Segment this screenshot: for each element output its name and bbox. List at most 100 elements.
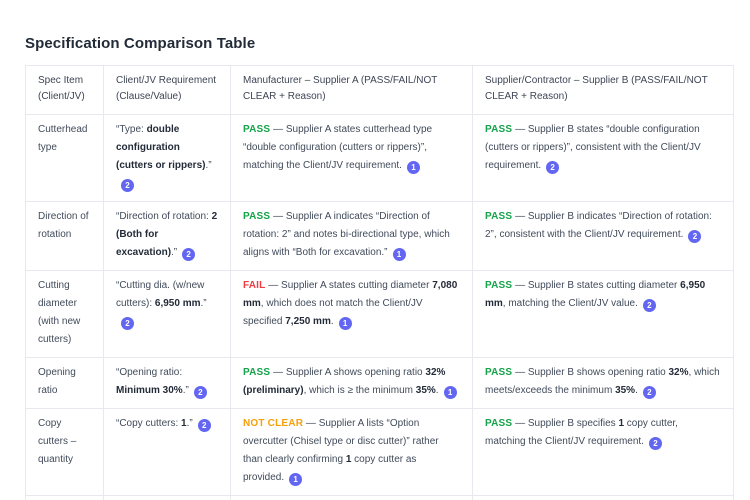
text-segment: Supplier A shows opening ratio: [285, 367, 426, 378]
text-segment: “Cutting dia. (w/new cutters):: [116, 280, 205, 309]
citation-badge[interactable]: 1: [443, 386, 457, 399]
spec-item-cell: Cutting diameter (with new cutters): [25, 270, 104, 358]
status-label: PASS: [243, 124, 271, 135]
spec-item-cell: Direction of rotation: [25, 201, 104, 271]
text-segment: , which meets/exceeds the minimum: [485, 367, 720, 396]
status-label: NOT CLEAR: [243, 418, 304, 429]
status-label: PASS: [243, 367, 271, 378]
emphasized-value: 1: [618, 418, 625, 429]
table-row: Cutterhead type “Type: double configurati…: [25, 114, 734, 202]
text-segment: .: [330, 316, 334, 327]
emphasized-value: 2 (Both for excavation): [116, 211, 218, 258]
text-segment: Supplier A states cutting diameter: [281, 280, 433, 291]
text-segment: Supplier B specifies: [527, 418, 619, 429]
column-header-spec-item: Spec Item (Client/JV): [25, 65, 104, 115]
emphasized-value: 32%: [668, 367, 689, 378]
spec-item-cell: Cutterhead type: [25, 114, 104, 202]
status-label: PASS: [243, 211, 271, 222]
text-segment: .: [635, 385, 638, 396]
requirement-cell: “Copy cutter extension max: 55 mm (on ra…: [103, 495, 231, 500]
status-label: PASS: [485, 418, 513, 429]
citation-badge[interactable]: 1: [289, 473, 303, 486]
text-segment: .”: [205, 160, 212, 171]
supplier-a-cell: FAIL — Supplier A states cutting diamete…: [230, 270, 473, 358]
table-row: Opening ratio “Opening ratio: Minimum 30%…: [25, 357, 734, 409]
text-segment: Supplier B indicates “Direction of rotat…: [485, 211, 712, 240]
citation-badge[interactable]: 2: [688, 230, 702, 243]
supplier-b-cell: PASS — Supplier B states “double configu…: [472, 114, 734, 202]
spec-item-cell: Opening ratio: [25, 357, 104, 409]
citation-badge[interactable]: 2: [642, 386, 656, 399]
text-segment: “Opening ratio:: [116, 367, 183, 378]
emphasized-value: 7,080 mm: [243, 280, 458, 309]
table-body: Cutterhead type “Type: double configurati…: [25, 114, 734, 500]
citation-badge[interactable]: 2: [121, 179, 134, 192]
citation-badge[interactable]: 1: [406, 161, 420, 174]
requirement-cell: “Type: double configuration (cutters or …: [103, 114, 231, 202]
citation-badge[interactable]: 1: [338, 317, 352, 330]
emphasized-value: 32% (preliminary): [243, 367, 446, 396]
spec-item-cell: Copy cutter extension max: [25, 495, 104, 500]
table-row: Copy cutters – quantity “Copy cutters: 1.…: [25, 408, 734, 496]
emphasized-value: 6,950 mm: [154, 298, 201, 309]
text-segment: Supplier A indicates “Direction of rotat…: [243, 211, 450, 258]
text-segment: , matching the Client/JV value.: [502, 298, 638, 309]
citation-badge[interactable]: 1: [392, 248, 406, 261]
emphasized-value: Minimum 30%: [116, 385, 183, 396]
supplier-b-cell: PASS — Supplier B shows opening ratio 32…: [472, 357, 734, 409]
column-header-supplier-a: Manufacturer – Supplier A (PASS/FAIL/NOT…: [230, 65, 473, 115]
requirement-cell: “Cutting dia. (w/new cutters): 6,950 mm.…: [103, 270, 231, 358]
text-segment: .”: [171, 247, 178, 258]
emphasized-value: 35%: [615, 385, 636, 396]
column-header-requirement: Client/JV Requirement (Clause/Value): [103, 65, 231, 115]
table-row: Cutting diameter (with new cutters) “Cutt…: [25, 270, 734, 358]
citation-badge[interactable]: 2: [642, 299, 656, 312]
supplier-b-cell: PASS — Supplier B states cutting diamete…: [472, 270, 734, 358]
text-segment: copy cutter, matching the Client/JV requ…: [485, 418, 678, 447]
emphasized-value: 1: [345, 454, 352, 465]
citation-badge[interactable]: 2: [182, 248, 196, 261]
status-label: PASS: [485, 211, 513, 222]
table-row: Direction of rotation “Direction of rotat…: [25, 201, 734, 271]
spec-comparison-table: Spec Item (Client/JV) Client/JV Requirem…: [25, 65, 734, 500]
text-segment: “Copy cutters:: [116, 418, 182, 429]
emphasized-value: 7,250 mm: [285, 316, 331, 327]
text-segment: Supplier B shows opening ratio: [527, 367, 669, 378]
text-segment: Supplier A states cutterhead type “doubl…: [243, 124, 433, 171]
supplier-b-cell: PASS — Supplier B specifies 55 mm (on ra…: [472, 495, 734, 500]
text-segment: “Type:: [116, 124, 147, 135]
table-header: Spec Item (Client/JV) Client/JV Requirem…: [25, 65, 734, 115]
text-segment: , which is ≥ the minimum: [303, 385, 416, 396]
status-label: FAIL: [243, 280, 266, 291]
status-label: PASS: [485, 124, 513, 135]
citation-badge[interactable]: 2: [648, 437, 662, 450]
emphasized-value: 1: [181, 418, 187, 429]
status-label: PASS: [485, 367, 513, 378]
citation-badge[interactable]: 2: [546, 161, 560, 174]
header-row: Spec Item (Client/JV) Client/JV Requirem…: [25, 65, 734, 115]
spec-item-cell: Copy cutters – quantity: [25, 408, 104, 496]
citation-badge[interactable]: 2: [197, 419, 211, 432]
text-segment: copy cutter as provided.: [243, 454, 417, 483]
supplier-b-cell: PASS — Supplier B specifies 1 copy cutte…: [472, 408, 734, 496]
requirement-cell: “Direction of rotation: 2 (Both for exca…: [103, 201, 231, 271]
text-segment: .”: [182, 385, 189, 396]
supplier-b-cell: PASS — Supplier B indicates “Direction o…: [472, 201, 734, 271]
text-segment: .: [435, 385, 439, 396]
emphasized-value: 35%: [415, 385, 436, 396]
text-segment: , which does not match the Client/JV spe…: [243, 298, 423, 327]
supplier-a-cell: PASS — Supplier A shows opening ratio 32…: [230, 357, 473, 409]
citation-badge[interactable]: 2: [193, 386, 207, 399]
status-label: PASS: [485, 280, 513, 291]
requirement-cell: “Opening ratio: Minimum 30%.” 2: [103, 357, 231, 409]
page-title: Specification Comparison Table: [25, 35, 256, 52]
text-segment: “Direction of rotation:: [116, 211, 212, 222]
citation-badge[interactable]: 2: [121, 317, 134, 330]
text-segment: Supplier B states “double configuration …: [485, 124, 701, 171]
emphasized-value: 6,950 mm: [485, 280, 706, 309]
supplier-a-cell: PASS — Supplier A indicates “Direction o…: [230, 201, 473, 271]
text-segment: Supplier A lists “Option overcutter (Chi…: [243, 418, 439, 465]
requirement-cell: “Copy cutters: 1.” 2: [103, 408, 231, 496]
text-segment: .”: [186, 418, 193, 429]
